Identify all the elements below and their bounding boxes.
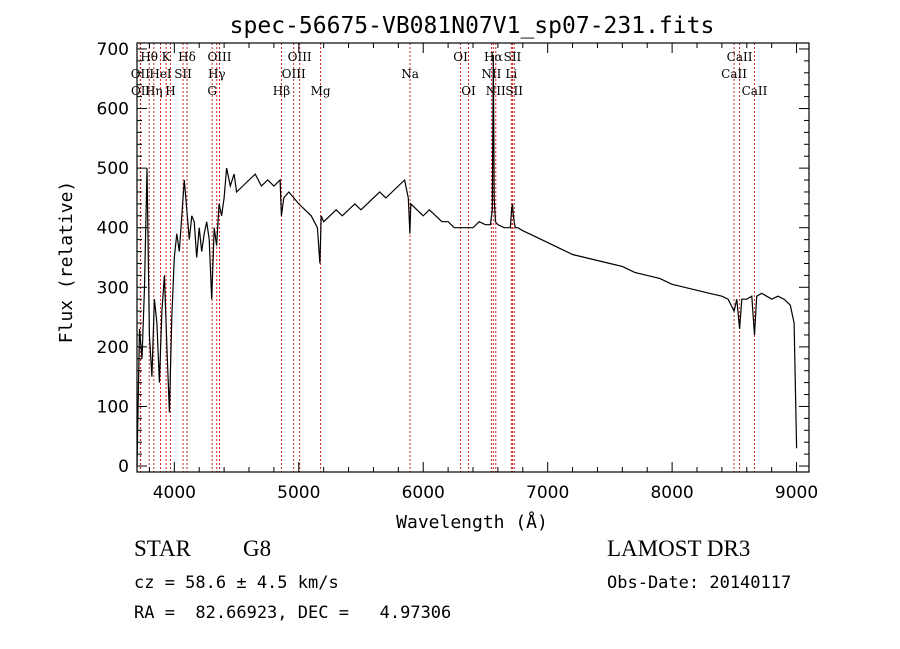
x-tick-label: 4000: [153, 483, 196, 503]
y-tick-label: 500: [97, 159, 129, 179]
line-label: SII: [504, 50, 522, 64]
y-tick-label: 300: [97, 278, 129, 298]
plot-frame: [136, 42, 810, 473]
y-tick-label: 100: [97, 397, 129, 417]
spectrum-line: [136, 54, 798, 467]
line-label: OII: [131, 67, 151, 81]
object-subclass: G8: [243, 536, 272, 561]
x-axis-ticks: 4000 5000 6000 7000 8000 9000: [148, 43, 818, 503]
y-tick-label: 600: [97, 100, 129, 120]
line-label: Hθ: [140, 50, 158, 64]
x-axis-label: Wavelength (Å): [396, 511, 548, 533]
line-label: OI: [461, 84, 476, 98]
line-label: Mg: [311, 84, 331, 98]
line-markers-group: [139, 43, 755, 472]
line-label: OIII: [207, 50, 231, 64]
line-label: OIII: [282, 67, 306, 81]
line-label: G: [207, 84, 217, 98]
x-tick-label: 9000: [775, 483, 818, 503]
line-label: OII: [131, 84, 151, 98]
y-tick-label: 0: [118, 457, 129, 477]
line-label: HeI: [149, 67, 172, 81]
line-label: NII: [481, 67, 501, 81]
line-label: H: [165, 84, 175, 98]
line-label: SII: [174, 67, 192, 81]
x-tick-label: 5000: [277, 483, 320, 503]
y-axis-ticks: 0 100 200 300 400 500 600 700: [97, 40, 809, 477]
line-label: CaII: [727, 50, 753, 64]
redshift-cz: cz = 58.6 ± 4.5 km/s: [134, 573, 339, 593]
line-label: Hδ: [178, 50, 196, 64]
object-class: STAR: [134, 536, 191, 561]
y-tick-label: 200: [97, 338, 129, 358]
line-label: OI: [453, 50, 468, 64]
y-tick-label: 400: [97, 219, 129, 239]
ra-dec-coordinates: RA = 82.66923, DEC = 4.97306: [134, 603, 452, 623]
line-label: NII: [486, 84, 506, 98]
line-label: Hη: [145, 84, 163, 98]
line-label: CaII: [742, 84, 768, 98]
line-label: CaII: [721, 67, 747, 81]
line-label: OIII: [288, 50, 312, 64]
chart-title: spec-56675-VB081N07V1_sp07-231.fits: [230, 13, 715, 39]
line-label: SII: [505, 84, 523, 98]
line-label: Hβ: [273, 84, 290, 98]
x-tick-label: 7000: [526, 483, 569, 503]
line-label: Na: [401, 67, 419, 81]
line-label: Hγ: [208, 67, 226, 81]
line-label: Li: [505, 67, 517, 81]
observation-date: Obs-Date: 20140117: [607, 573, 792, 593]
line-label: K: [162, 50, 172, 64]
y-tick-label: 700: [97, 40, 129, 60]
survey-name: LAMOST DR3: [607, 536, 751, 561]
x-tick-label: 6000: [402, 483, 445, 503]
x-tick-label: 8000: [650, 483, 693, 503]
y-axis-label: Flux (relative): [56, 181, 77, 344]
